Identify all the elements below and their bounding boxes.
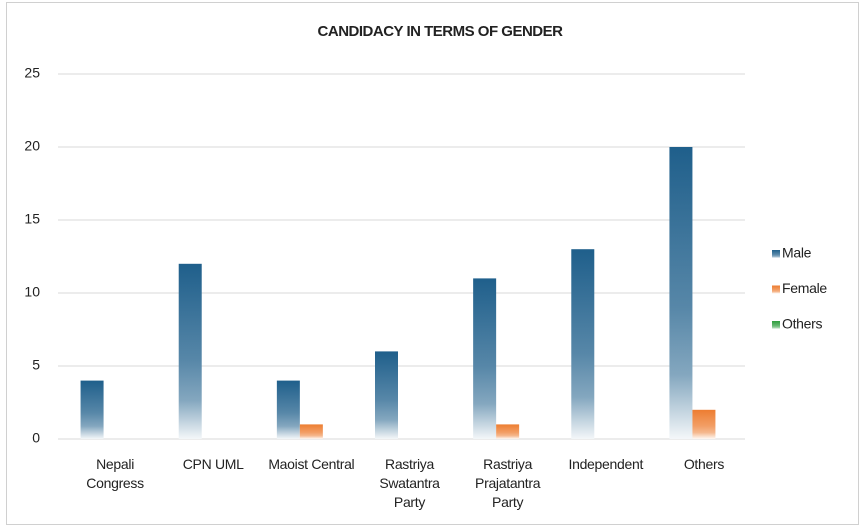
legend-label: Others bbox=[782, 316, 823, 332]
bar bbox=[692, 409, 716, 439]
legend-label: Male bbox=[782, 245, 812, 261]
y-tick-label: 20 bbox=[24, 138, 40, 154]
chart-title: CANDIDACY IN TERMS OF GENDER bbox=[318, 23, 564, 40]
chart-border bbox=[6, 2, 859, 525]
x-tick-label: Maoist Central bbox=[268, 456, 355, 472]
x-tick-label: Rastriya Prajatantra Party bbox=[475, 456, 541, 510]
bar bbox=[571, 249, 595, 439]
y-tick-label: 0 bbox=[32, 430, 40, 446]
bar bbox=[276, 380, 300, 439]
legend-swatch bbox=[772, 250, 780, 258]
y-tick-label: 15 bbox=[24, 211, 40, 227]
x-tick-label: CPN UML bbox=[182, 456, 244, 472]
bar bbox=[299, 424, 323, 439]
y-tick-label: 10 bbox=[24, 284, 40, 300]
bar bbox=[80, 380, 104, 439]
bar bbox=[669, 147, 693, 439]
bar bbox=[178, 263, 202, 439]
bar bbox=[496, 424, 520, 439]
x-tick-label: Nepali Congress bbox=[86, 456, 144, 491]
y-tick-label: 25 bbox=[24, 65, 40, 81]
y-tick-label: 5 bbox=[32, 357, 40, 373]
bar bbox=[375, 351, 398, 439]
legend-swatch bbox=[772, 321, 780, 329]
x-tick-label: Independent bbox=[568, 456, 644, 472]
legend-label: Female bbox=[782, 280, 827, 296]
x-tick-label: Others bbox=[683, 456, 725, 472]
bar bbox=[473, 278, 497, 439]
legend-swatch bbox=[772, 285, 780, 294]
x-tick-label: Rastriya Swatantra Party bbox=[379, 456, 440, 510]
